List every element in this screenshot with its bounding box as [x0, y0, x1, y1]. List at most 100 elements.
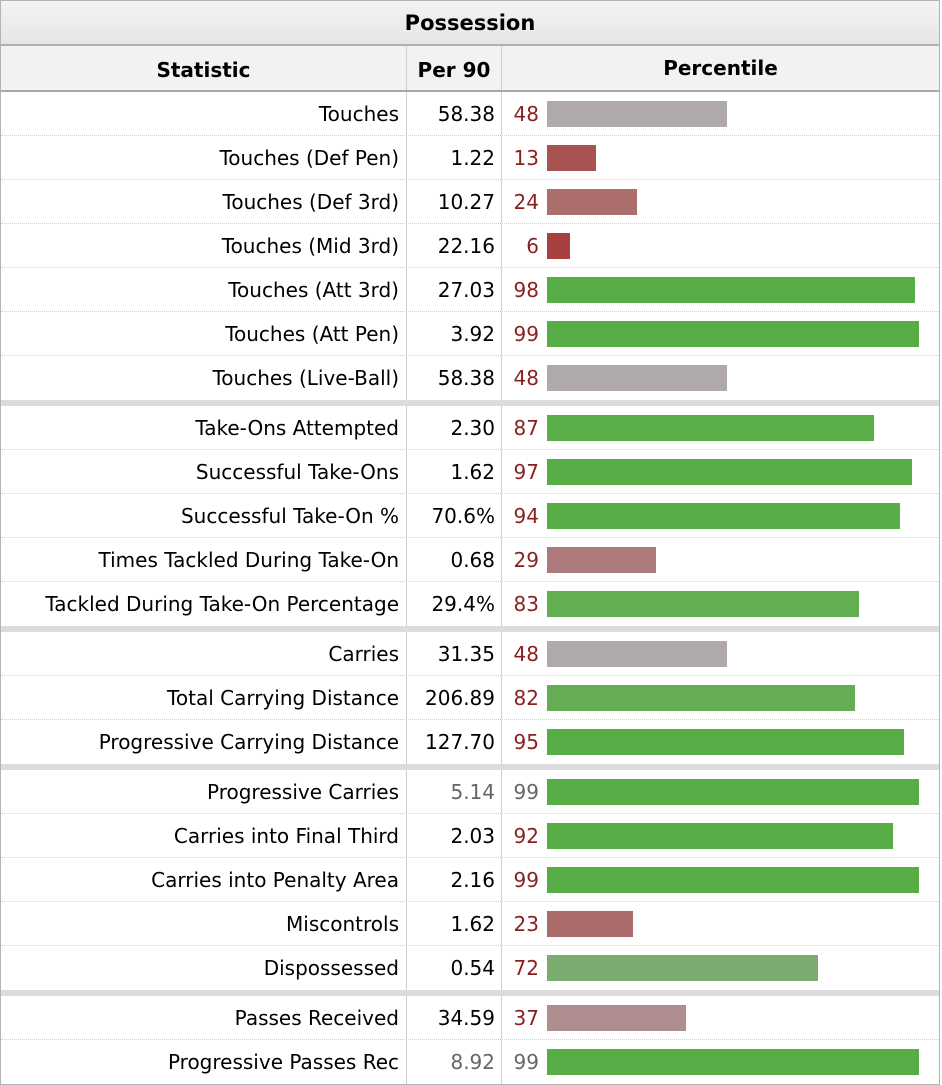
percentile-cell: 37: [502, 996, 939, 1039]
statistic-label: Touches (Def Pen): [1, 136, 407, 179]
percentile-bar-track: [547, 591, 925, 617]
per90-value: 0.54: [407, 946, 502, 990]
percentile-bar: [547, 365, 727, 391]
percentile-value: 97: [513, 459, 539, 484]
table-row: Times Tackled During Take-On 0.68 29: [1, 538, 939, 582]
percentile-value: 92: [513, 823, 539, 848]
percentile-value: 29: [513, 547, 539, 572]
per90-value: 1.62: [407, 450, 502, 493]
per90-value: 34.59: [407, 996, 502, 1039]
percentile-bar-track: [547, 684, 925, 711]
statistic-label: Touches (Att Pen): [1, 312, 407, 355]
percentile-value: 23: [513, 911, 539, 936]
percentile-cell: 23: [502, 902, 939, 945]
column-header-per90[interactable]: Per 90: [407, 46, 502, 90]
percentile-bar-track: [547, 414, 925, 441]
statistic-label: Touches (Mid 3rd): [1, 224, 407, 267]
percentile-bar-track: [547, 1049, 925, 1075]
per90-value: 1.22: [407, 136, 502, 179]
percentile-value: 99: [513, 867, 539, 892]
percentile-bar-track: [547, 144, 925, 171]
percentile-cell: 99: [502, 770, 939, 813]
percentile-bar: [547, 546, 656, 573]
per90-value: 0.68: [407, 538, 502, 581]
table-row: Successful Take-Ons 1.62 97: [1, 450, 939, 494]
percentile-bar-track: [547, 1004, 925, 1031]
percentile-bar: [547, 414, 874, 441]
percentile-cell: 99: [502, 1040, 939, 1084]
statistic-label: Touches (Def 3rd): [1, 180, 407, 223]
statistic-label: Progressive Passes Rec: [1, 1040, 407, 1084]
per90-value: 2.03: [407, 814, 502, 857]
per90-value: 2.30: [407, 406, 502, 449]
per90-value: 3.92: [407, 312, 502, 355]
statistic-label: Take-Ons Attempted: [1, 406, 407, 449]
table-row: Touches (Att 3rd) 27.03 98: [1, 268, 939, 312]
table-row: Progressive Carrying Distance 127.70 95: [1, 720, 939, 770]
table-row: Touches (Mid 3rd) 22.16 6: [1, 224, 939, 268]
percentile-cell: 99: [502, 858, 939, 901]
statistic-label: Miscontrols: [1, 902, 407, 945]
percentile-value: 99: [513, 321, 539, 346]
statistic-label: Total Carrying Distance: [1, 676, 407, 719]
table-row: Progressive Carries 5.14 99: [1, 770, 939, 814]
per90-value: 2.16: [407, 858, 502, 901]
statistic-label: Carries into Final Third: [1, 814, 407, 857]
statistic-label: Successful Take-On %: [1, 494, 407, 537]
percentile-value: 99: [513, 1050, 539, 1074]
per90-value: 58.38: [407, 356, 502, 400]
per90-value: 27.03: [407, 268, 502, 311]
percentile-bar: [547, 778, 919, 805]
percentile-value: 37: [513, 1005, 539, 1030]
percentile-value: 24: [513, 189, 539, 214]
statistic-label: Touches (Live-Ball): [1, 356, 407, 400]
statistic-label: Successful Take-Ons: [1, 450, 407, 493]
table-row: Miscontrols 1.62 23: [1, 902, 939, 946]
statistic-label: Passes Received: [1, 996, 407, 1039]
percentile-value: 48: [513, 641, 539, 666]
percentile-value: 83: [513, 592, 539, 616]
percentile-cell: 48: [502, 632, 939, 675]
statistic-label: Tackled During Take-On Percentage: [1, 582, 407, 626]
percentile-bar-track: [547, 822, 925, 849]
statistic-label: Progressive Carrying Distance: [1, 720, 407, 764]
table-row: Passes Received 34.59 37: [1, 996, 939, 1040]
percentile-bar: [547, 640, 727, 667]
table-row: Carries into Penalty Area 2.16 99: [1, 858, 939, 902]
table-row: Progressive Passes Rec 8.92 99: [1, 1040, 939, 1084]
per90-value: 5.14: [407, 770, 502, 813]
statistic-label: Carries into Penalty Area: [1, 858, 407, 901]
column-header-statistic[interactable]: Statistic: [1, 46, 407, 90]
statistic-label: Carries: [1, 632, 407, 675]
percentile-bar: [547, 188, 637, 215]
percentile-cell: 97: [502, 450, 939, 493]
percentile-bar-track: [547, 502, 925, 529]
percentile-value: 94: [513, 503, 539, 528]
percentile-bar-track: [547, 100, 925, 127]
table-title: Possession: [1, 1, 939, 46]
per90-value: 58.38: [407, 92, 502, 135]
percentile-cell: 98: [502, 268, 939, 311]
per90-value: 29.4%: [407, 582, 502, 626]
per90-value: 10.27: [407, 180, 502, 223]
table-body: Touches 58.38 48 Touches (Def Pen) 1.22 13 Tou…: [1, 92, 939, 1084]
percentile-cell: 87: [502, 406, 939, 449]
percentile-value: 95: [513, 730, 539, 754]
percentile-bar-track: [547, 778, 925, 805]
percentile-value: 82: [513, 685, 539, 710]
table-row: Dispossessed 0.54 72: [1, 946, 939, 996]
percentile-bar-track: [547, 640, 925, 667]
percentile-bar-track: [547, 232, 925, 259]
percentile-value: 48: [513, 101, 539, 126]
table-row: Carries into Final Third 2.03 92: [1, 814, 939, 858]
percentile-cell: 82: [502, 676, 939, 719]
percentile-cell: 95: [502, 720, 939, 764]
percentile-bar-track: [547, 458, 925, 485]
per90-value: 8.92: [407, 1040, 502, 1084]
percentile-value: 98: [513, 277, 539, 302]
percentile-cell: 83: [502, 582, 939, 626]
table-row: Take-Ons Attempted 2.30 87: [1, 406, 939, 450]
percentile-bar: [547, 729, 904, 755]
table-row: Touches (Def 3rd) 10.27 24: [1, 180, 939, 224]
column-header-percentile[interactable]: Percentile: [663, 56, 778, 80]
